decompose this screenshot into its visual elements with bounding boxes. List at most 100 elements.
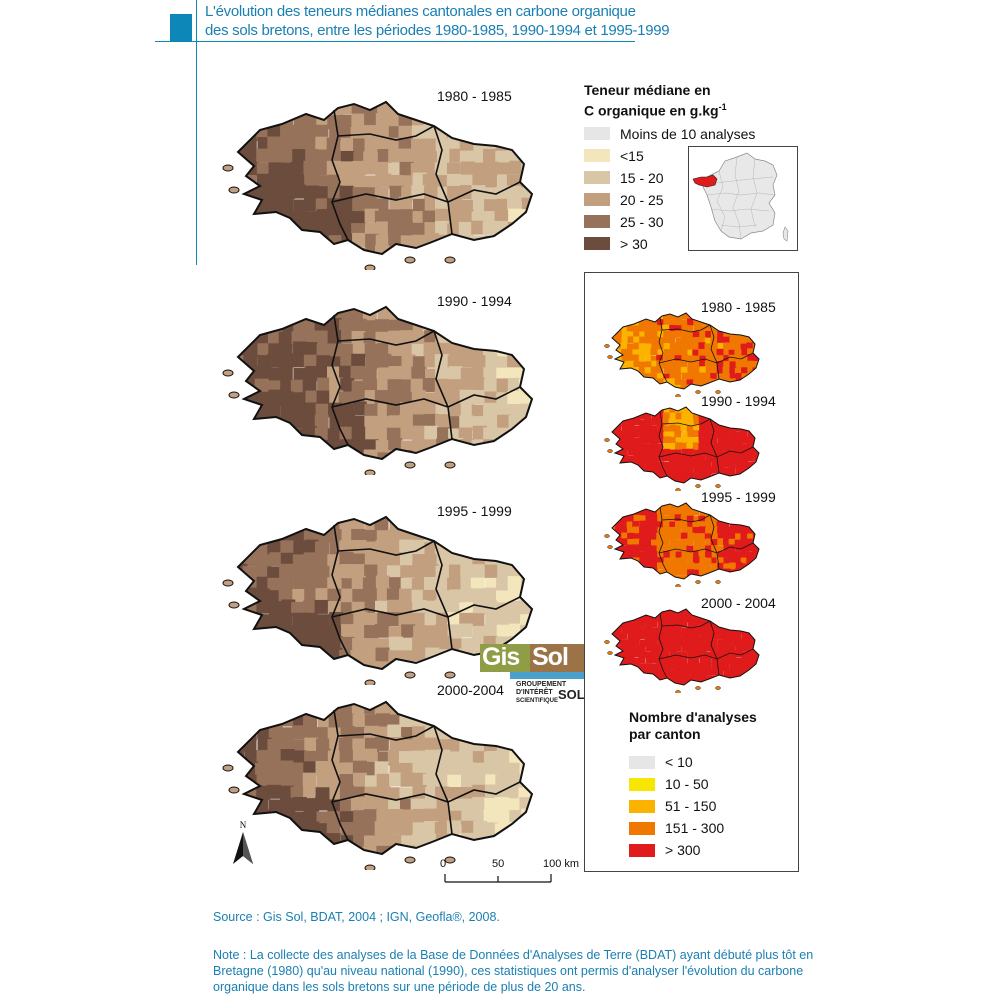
canton-cell xyxy=(614,425,622,433)
canton-cell xyxy=(692,656,700,664)
canton-cell xyxy=(675,532,683,540)
canton-cell xyxy=(681,538,689,546)
canton-cell xyxy=(758,330,759,338)
canton-cell xyxy=(496,749,511,764)
canton-cell xyxy=(316,565,331,580)
canton-cell xyxy=(681,575,689,579)
canton-cell xyxy=(460,762,475,777)
canton-cell xyxy=(638,645,646,653)
canton-cell xyxy=(741,473,749,481)
canton-cell xyxy=(645,539,653,547)
canton-cell xyxy=(255,702,270,704)
canton-cell xyxy=(698,455,706,463)
canton-cell xyxy=(304,517,319,519)
canton-cell xyxy=(316,773,331,788)
canton-cell xyxy=(632,551,640,559)
canton-cell xyxy=(639,526,647,534)
canton-cell xyxy=(238,331,247,346)
canton-cell xyxy=(364,320,379,335)
canton-cell xyxy=(317,307,332,321)
canton-cell xyxy=(681,479,689,483)
canton-cell xyxy=(632,407,640,409)
canton-cell xyxy=(398,367,413,382)
canton-cell xyxy=(741,674,749,682)
canton-cell xyxy=(711,460,719,468)
canton-cell xyxy=(680,360,688,368)
canton-cell xyxy=(603,479,610,486)
canton-cell xyxy=(238,774,246,789)
canton-cell xyxy=(291,601,306,616)
canton-cell xyxy=(612,454,617,462)
canton-cell xyxy=(268,799,283,814)
canton-cell xyxy=(267,751,282,766)
canton-cell xyxy=(632,472,640,480)
canton-cell xyxy=(681,448,689,456)
canton-cell xyxy=(436,774,451,789)
island xyxy=(444,256,456,264)
canton-cell xyxy=(638,466,646,474)
canton-cell xyxy=(220,211,234,225)
canton-cell xyxy=(698,550,706,558)
canton-cell xyxy=(533,798,540,812)
canton-cell xyxy=(472,714,487,729)
canton-cell xyxy=(520,449,532,459)
canton-cell xyxy=(693,621,701,629)
canton-cell xyxy=(243,307,258,310)
carbon-legend-swatch xyxy=(584,237,610,251)
canton-cell xyxy=(470,390,485,405)
canton-cell xyxy=(716,557,724,565)
canton-cell xyxy=(753,669,759,677)
canton-cell xyxy=(675,360,683,368)
canton-cell xyxy=(644,367,652,375)
canton-cell xyxy=(530,209,532,224)
canton-cell xyxy=(650,313,658,321)
canton-cell xyxy=(698,430,706,438)
carbon-map-period-label: 1990 - 1994 xyxy=(437,293,512,309)
canton-cell xyxy=(374,623,389,638)
canton-cell xyxy=(758,430,759,438)
canton-cell xyxy=(533,564,540,578)
canton-cell xyxy=(352,589,367,604)
canton-cell xyxy=(604,645,611,652)
canton-cell xyxy=(221,101,235,115)
canton-cell xyxy=(698,568,706,576)
canton-cell xyxy=(327,329,342,344)
canton-cell xyxy=(663,574,671,579)
canton-cell xyxy=(663,431,671,439)
canton-cell xyxy=(692,645,700,653)
canton-cell xyxy=(704,343,712,351)
canton-cell xyxy=(615,563,623,571)
count-legend-label: 10 - 50 xyxy=(665,776,709,792)
canton-cell xyxy=(681,581,688,587)
title-rule-horizontal xyxy=(155,41,635,42)
canton-cell xyxy=(705,633,713,641)
canton-cell xyxy=(614,515,622,523)
canton-cell xyxy=(723,336,731,344)
canton-cell xyxy=(674,313,682,315)
canton-cell xyxy=(612,478,616,483)
canton-cell xyxy=(716,373,724,381)
canton-cell xyxy=(705,442,713,450)
canton-cell xyxy=(705,580,712,587)
canton-cell xyxy=(609,581,616,587)
canton-cell xyxy=(729,479,737,483)
count-legend-item: 10 - 50 xyxy=(629,773,789,795)
canton-cell xyxy=(663,466,671,474)
canton-cell xyxy=(753,318,759,326)
canton-cell xyxy=(657,581,664,587)
canton-cell xyxy=(723,349,731,357)
canton-cell xyxy=(280,540,295,555)
canton-cell xyxy=(483,317,498,332)
canton-cell xyxy=(315,796,330,811)
canton-cell xyxy=(747,318,755,326)
canton-cell xyxy=(603,366,610,373)
count-legend-item: 151 - 300 xyxy=(629,817,789,839)
canton-cell xyxy=(292,353,307,368)
canton-cell xyxy=(376,137,391,152)
canton-cell xyxy=(520,624,532,639)
canton-cell xyxy=(699,472,707,480)
canton-cell xyxy=(376,517,391,519)
region-outline xyxy=(611,608,760,686)
canton-cell xyxy=(717,532,725,540)
canton-cell xyxy=(238,576,247,591)
